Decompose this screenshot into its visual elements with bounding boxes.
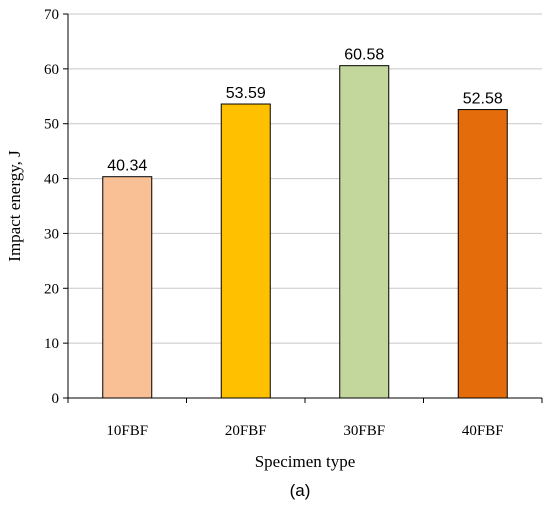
x-tick-label-30FBF: 30FBF — [343, 423, 385, 439]
x-tick-label-20FBF: 20FBF — [225, 423, 267, 439]
y-tick-label: 20 — [44, 281, 59, 297]
bar-30FBF — [339, 65, 390, 399]
x-tick-label-10FBF: 10FBF — [106, 423, 148, 439]
bar-40FBF — [457, 109, 508, 399]
x-tick-label-40FBF: 40FBF — [462, 423, 504, 439]
data-label-40FBF: 52.58 — [463, 91, 503, 108]
bar-20FBF — [220, 103, 271, 399]
data-labels: 40.34 53.59 60.58 52.58 — [107, 47, 503, 175]
y-axis-ticks: 0 10 20 30 40 50 60 70 — [44, 7, 68, 407]
y-tick-label: 30 — [44, 226, 59, 242]
data-label-10FBF: 40.34 — [107, 158, 147, 175]
data-label-20FBF: 53.59 — [226, 85, 266, 102]
bars — [102, 65, 508, 399]
bar-10FBF — [102, 176, 153, 399]
data-label-30FBF: 60.58 — [344, 47, 384, 64]
figure-caption: (a) — [290, 481, 311, 500]
y-tick-label: 70 — [44, 7, 59, 23]
y-axis-title: Impact energy, J — [5, 150, 24, 262]
y-tick-label: 50 — [44, 117, 59, 133]
x-axis-title: Specimen type — [255, 452, 356, 471]
y-tick-label: 40 — [44, 172, 59, 188]
y-tick-label: 0 — [52, 391, 60, 407]
x-axis-ticks: 10FBF 20FBF 30FBF 40FBF — [67, 398, 543, 439]
y-tick-label: 10 — [44, 336, 59, 352]
y-tick-label: 60 — [44, 62, 59, 78]
